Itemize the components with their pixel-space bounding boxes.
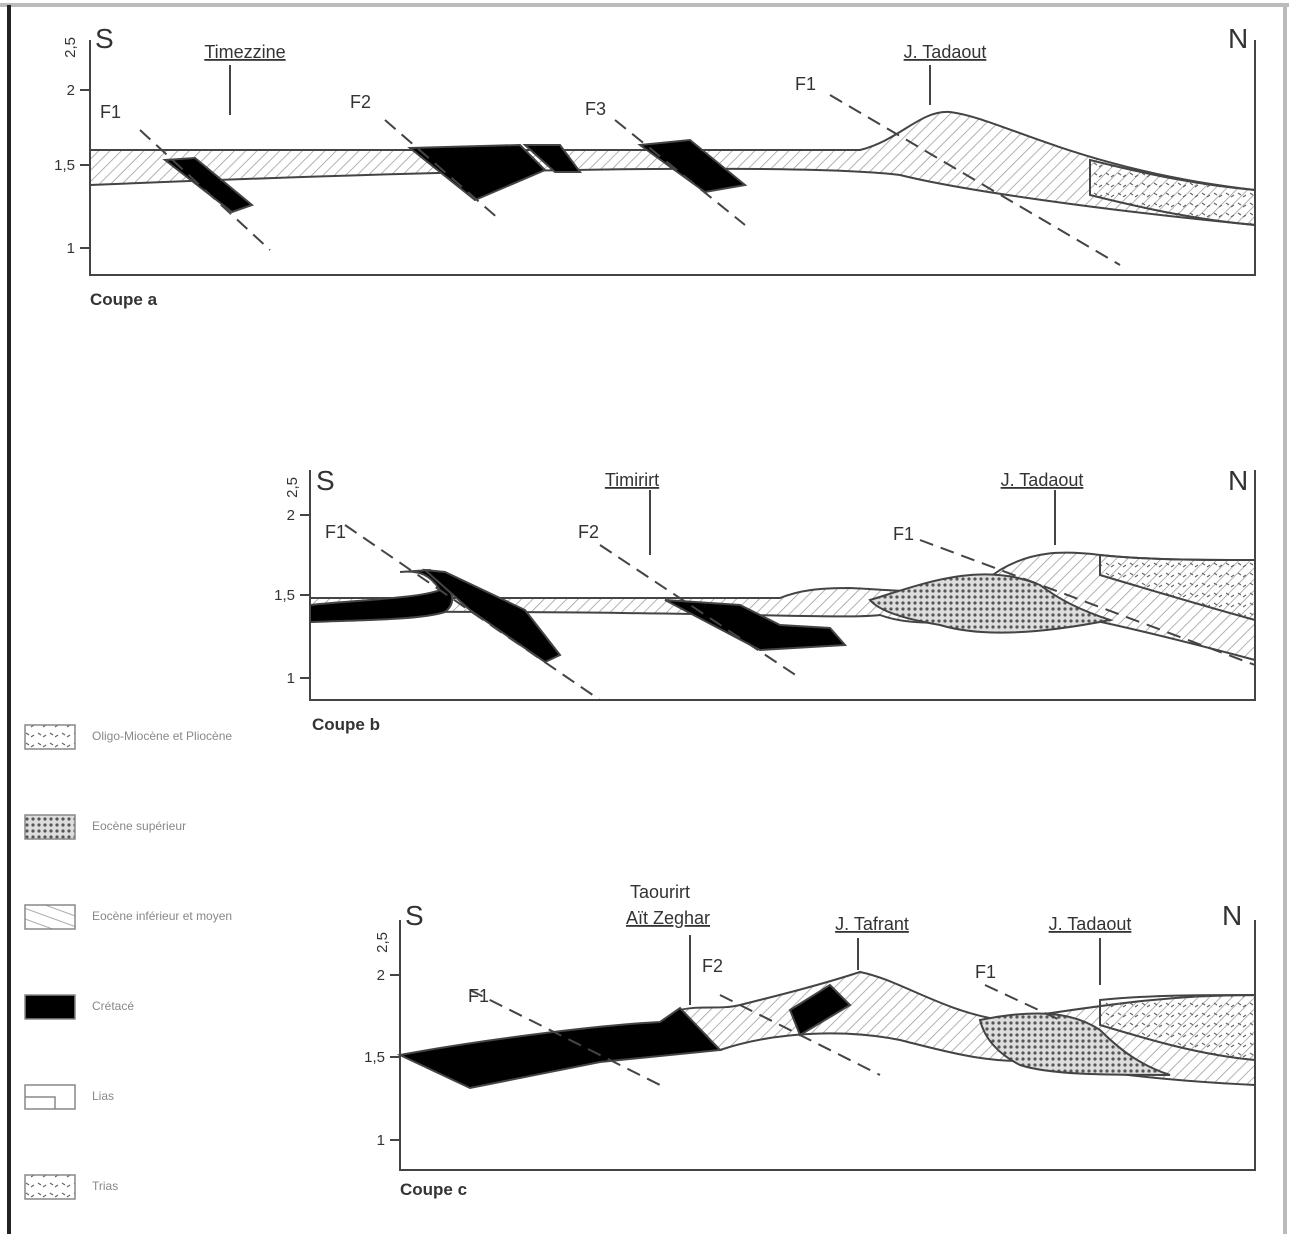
south-label: S xyxy=(405,900,424,931)
fault-label: F2 xyxy=(578,522,599,542)
fault-label: F2 xyxy=(702,956,723,976)
section-caption: Coupe b xyxy=(312,715,380,734)
section-c xyxy=(390,920,1255,1170)
axis-label: 2,5 xyxy=(284,477,301,498)
section-caption: Coupe a xyxy=(90,290,158,309)
legend-label: Trias xyxy=(92,1179,118,1193)
north-label: N xyxy=(1228,23,1248,54)
fault-label: F1 xyxy=(975,962,996,982)
fault-label: F2 xyxy=(350,92,371,112)
fault-label: F1 xyxy=(893,524,914,544)
axis-label: 1,5 xyxy=(274,587,295,604)
place-label: Timezzine xyxy=(204,42,285,62)
place-label: J. Tadaout xyxy=(904,42,987,62)
fault-label: F3 xyxy=(585,99,606,119)
section-b xyxy=(300,470,1255,700)
axis-label: 1 xyxy=(287,670,295,687)
legend-label: Oligo-Miocène et Pliocène xyxy=(92,729,232,743)
axis-label: 2 xyxy=(287,507,295,524)
place-label: Aït Zeghar xyxy=(626,908,710,928)
place-label: Timirirt xyxy=(605,470,659,490)
section-a xyxy=(80,40,1255,275)
fault-label: F1 xyxy=(100,102,121,122)
south-label: S xyxy=(316,465,335,496)
axis-label: 2,5 xyxy=(374,932,391,953)
place-label: J. Tadaout xyxy=(1001,470,1084,490)
north-label: N xyxy=(1222,900,1242,931)
south-label: S xyxy=(95,23,114,54)
fault-label: F1 xyxy=(468,986,489,1006)
axis-label: 2,5 xyxy=(62,37,79,58)
axis-label: 1 xyxy=(67,240,75,257)
legend-label: Eocène supérieur xyxy=(92,819,186,833)
fault-label: F1 xyxy=(795,74,816,94)
axis-label: 2 xyxy=(377,967,385,984)
axis-label: 1,5 xyxy=(54,157,75,174)
place-label: J. Tafrant xyxy=(835,914,909,934)
legend xyxy=(25,725,75,1199)
axis-label: 1,5 xyxy=(364,1049,385,1066)
diagram: S N 2,5 2 1,5 1 Timezzine J. Tadaout F1 … xyxy=(0,0,1289,1234)
axis-label: 2 xyxy=(67,82,75,99)
legend-label: Eocène inférieur et moyen xyxy=(92,909,232,923)
section-caption: Coupe c xyxy=(400,1180,467,1199)
fault-label: F1 xyxy=(325,522,346,542)
place-label: Taourirt xyxy=(630,882,690,902)
legend-label: Crétacé xyxy=(92,999,134,1013)
legend-label: Lias xyxy=(92,1089,114,1103)
place-label: J. Tadaout xyxy=(1049,914,1132,934)
axis-label: 1 xyxy=(377,1132,385,1149)
north-label: N xyxy=(1228,465,1248,496)
